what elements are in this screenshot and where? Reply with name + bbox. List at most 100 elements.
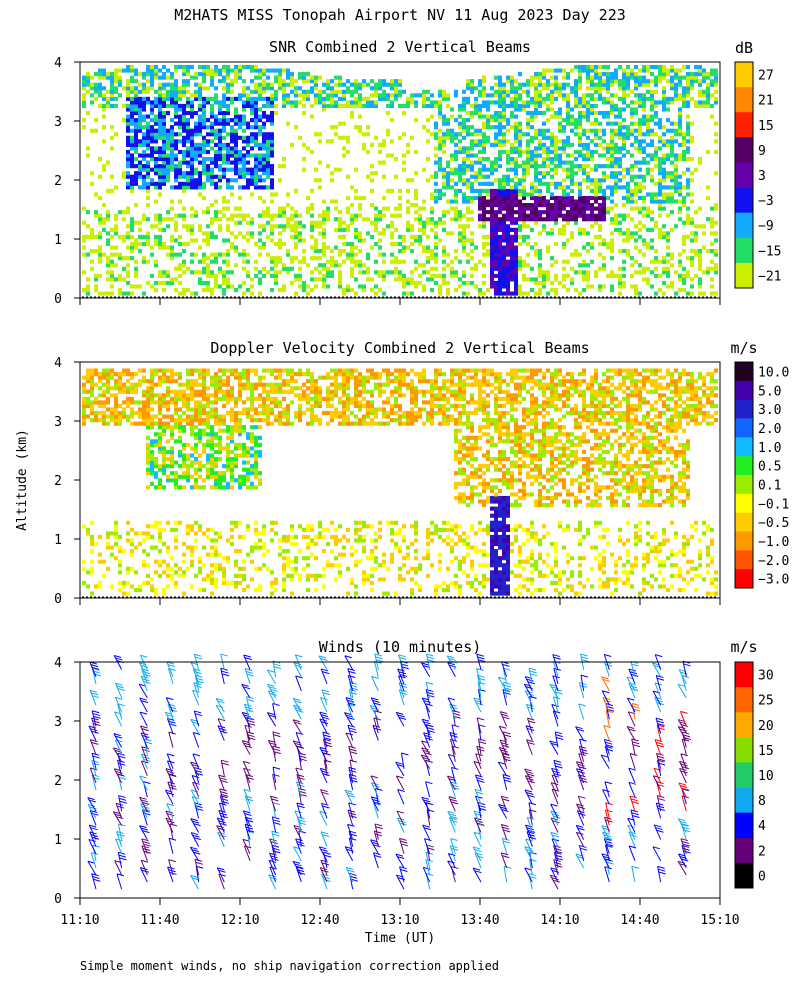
snr-cell — [522, 238, 526, 243]
snr-cell — [98, 249, 102, 254]
snr-cell — [258, 75, 262, 80]
snr-cell — [230, 185, 234, 190]
snr-cell — [502, 277, 506, 282]
snr-cell — [362, 103, 366, 109]
velocity-cell — [118, 389, 122, 394]
snr-cell — [654, 121, 658, 126]
snr-cell — [490, 164, 494, 169]
velocity-cell — [114, 393, 118, 398]
snr-cell — [282, 287, 286, 293]
snr-cell — [546, 231, 550, 236]
velocity-cell — [182, 389, 186, 394]
velocity-cell — [134, 386, 138, 391]
snr-cell — [230, 118, 234, 123]
velocity-cell — [110, 372, 114, 377]
snr-cell — [510, 178, 514, 183]
snr-cell — [278, 72, 282, 77]
snr-cell — [598, 213, 602, 218]
velocity-cell — [158, 549, 162, 554]
snr-cell — [554, 195, 558, 201]
snr-cell — [466, 195, 470, 201]
snr-cell — [678, 199, 682, 204]
snr-cell — [618, 249, 622, 254]
snr-cell — [674, 167, 678, 172]
velocity-cell — [142, 379, 146, 384]
snr-cell — [334, 199, 338, 204]
snr-cell — [510, 213, 514, 218]
snr-cell — [102, 96, 106, 101]
snr-cell — [714, 263, 718, 268]
snr-cell — [246, 259, 250, 264]
snr-cell — [678, 79, 682, 84]
velocity-cell — [82, 580, 86, 586]
snr-cell — [178, 266, 182, 271]
snr-cell — [490, 284, 494, 289]
snr-cell — [146, 164, 150, 169]
snr-cell — [234, 118, 238, 123]
snr-cell — [306, 146, 310, 151]
snr-cell — [518, 164, 522, 169]
snr-cell — [526, 213, 530, 218]
snr-cell — [354, 79, 358, 84]
snr-cell — [94, 273, 98, 278]
snr-cell — [490, 266, 494, 271]
snr-cell — [682, 149, 686, 155]
snr-cell — [194, 110, 198, 116]
snr-cell — [150, 110, 154, 116]
snr-cell — [338, 135, 342, 140]
snr-cell — [662, 256, 666, 261]
snr-cell — [582, 167, 586, 172]
snr-cell — [642, 156, 646, 162]
snr-cell — [486, 192, 490, 197]
snr-cell — [210, 139, 214, 144]
snr-cell — [186, 68, 190, 73]
snr-cell — [694, 79, 698, 84]
snr-cell — [514, 203, 518, 208]
snr-cell — [438, 238, 442, 243]
snr-cell — [126, 181, 130, 186]
snr-cell — [674, 128, 678, 133]
velocity-cell — [130, 527, 134, 532]
snr-cell — [162, 128, 166, 133]
snr-cell — [198, 114, 202, 119]
snr-cell — [638, 103, 642, 109]
snr-cell — [450, 156, 454, 162]
velocity-cell — [90, 591, 94, 596]
snr-cell — [270, 139, 274, 144]
snr-cell — [498, 164, 502, 169]
snr-cell — [258, 167, 262, 172]
velocity-cell — [118, 549, 122, 554]
snr-cell — [86, 82, 90, 87]
snr-cell — [90, 259, 94, 264]
snr-cell — [606, 89, 610, 94]
snr-cell — [150, 72, 154, 77]
snr-cell — [410, 100, 414, 105]
y-tick-label: 4 — [54, 56, 62, 71]
snr-cell — [710, 277, 714, 282]
snr-cell — [570, 68, 574, 73]
snr-cell — [442, 273, 446, 278]
snr-cell — [422, 206, 426, 211]
snr-cell — [222, 153, 226, 158]
snr-cell — [506, 213, 510, 218]
snr-cell — [566, 153, 570, 158]
snr-cell — [538, 280, 542, 286]
snr-cell — [406, 188, 410, 193]
snr-cell — [110, 93, 114, 98]
snr-cell — [250, 96, 254, 101]
snr-cell — [162, 110, 166, 116]
snr-cell — [294, 220, 298, 225]
snr-cell — [670, 284, 674, 289]
snr-cell — [318, 139, 322, 144]
snr-cell — [218, 68, 222, 73]
snr-cell — [258, 280, 262, 286]
snr-cell — [562, 128, 566, 133]
snr-cell — [282, 227, 286, 232]
snr-cell — [566, 213, 570, 218]
snr-cell — [610, 192, 614, 197]
snr-cell — [254, 107, 258, 112]
snr-cell — [678, 287, 682, 293]
snr-cell — [298, 220, 302, 225]
snr-cell — [498, 75, 502, 80]
snr-cell — [122, 118, 126, 123]
